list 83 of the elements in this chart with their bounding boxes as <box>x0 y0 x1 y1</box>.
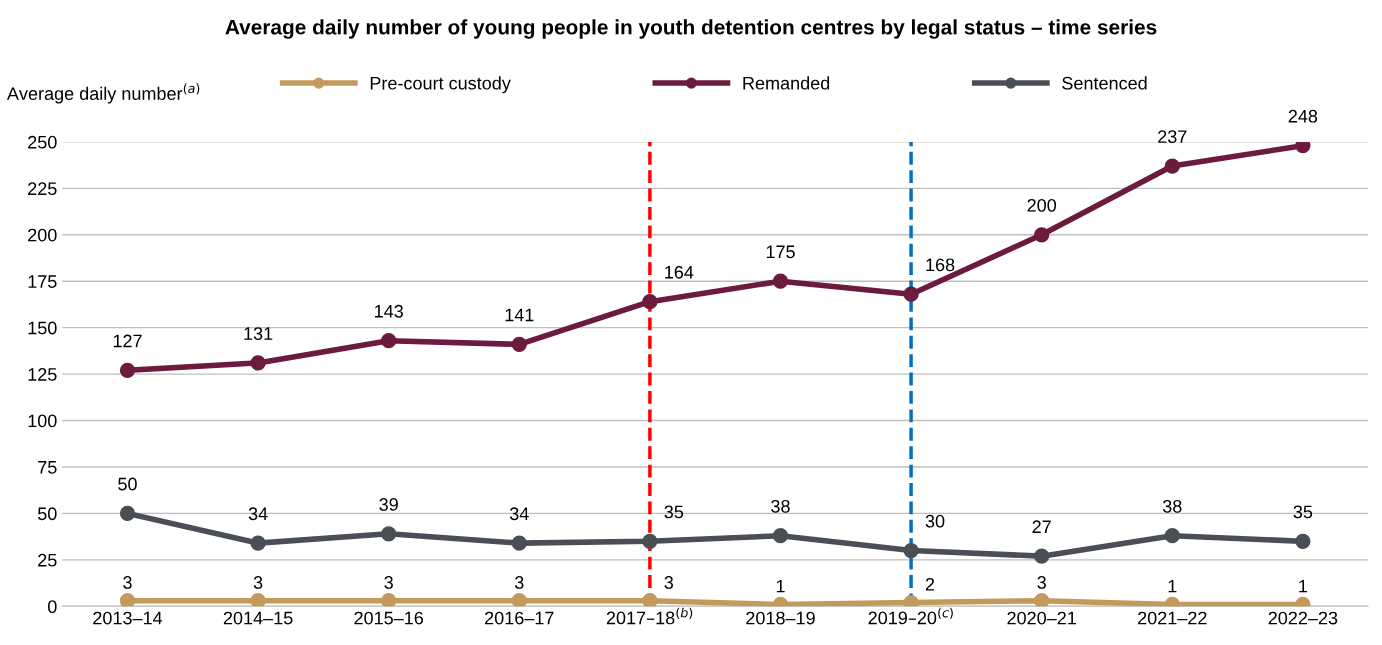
point <box>1164 158 1180 174</box>
point <box>381 593 397 607</box>
data-label: 35 <box>664 505 684 519</box>
point <box>903 542 919 559</box>
y-axis-title: Average daily number$^{(a)}$ <box>6 83 200 104</box>
x-tick-label: 2017–18$^{(b)}$ <box>606 607 693 625</box>
y-tick-label: 150 <box>28 321 57 335</box>
data-label: 34 <box>248 507 268 521</box>
y-tick-label: 225 <box>28 182 57 196</box>
data-label: 1 <box>1299 579 1308 593</box>
y-tick-label: 250 <box>28 135 57 149</box>
point <box>903 594 919 607</box>
point <box>1164 528 1180 544</box>
point <box>250 593 266 607</box>
point <box>250 535 266 551</box>
data-label: 168 <box>926 258 955 272</box>
legend-label: Remanded <box>743 76 830 90</box>
data-label: 3 <box>123 576 132 589</box>
data-label: 30 <box>925 514 945 528</box>
point <box>381 526 397 542</box>
x-tick-label: 2022–23 <box>1268 611 1338 625</box>
data-label: 3 <box>253 576 263 589</box>
data-label: 248 <box>1288 109 1318 123</box>
data-label: 38 <box>1162 499 1182 513</box>
y-tick-label: 125 <box>28 368 57 381</box>
point <box>119 593 136 607</box>
data-label: 38 <box>771 499 790 513</box>
data-label: 141 <box>505 308 534 322</box>
point <box>250 355 266 371</box>
data-label: 175 <box>766 245 795 259</box>
data-label: 39 <box>379 498 398 511</box>
data-label: 3 <box>384 576 393 589</box>
y-tick-label: 0 <box>47 600 57 614</box>
point <box>1034 593 1050 607</box>
x-tick-label: 2014–15 <box>223 611 293 625</box>
point <box>119 362 136 379</box>
data-label: 1 <box>1168 579 1177 593</box>
point <box>642 294 658 310</box>
point <box>511 336 527 353</box>
data-label: 34 <box>509 507 529 521</box>
point <box>1295 533 1311 549</box>
point <box>642 593 658 607</box>
data-label: 237 <box>1158 130 1187 144</box>
y-tick-label: 50 <box>37 507 57 521</box>
point <box>1034 548 1050 564</box>
x-tick-label: 2020–21 <box>1007 611 1076 625</box>
point <box>1034 227 1050 243</box>
data-label: 131 <box>244 327 273 340</box>
data-label: 35 <box>1293 505 1313 519</box>
data-label: 200 <box>1027 198 1057 212</box>
data-label: 3 <box>1037 576 1046 589</box>
point <box>381 333 397 349</box>
point <box>511 593 527 607</box>
data-label: 2 <box>925 577 935 591</box>
legend-label: Pre-court custody <box>370 76 511 94</box>
x-tick-label: 2015–16 <box>354 611 424 625</box>
chart-title: Average daily number of young people in youth detention centres by legal status – time series <box>225 19 1157 39</box>
y-tick-label: 175 <box>28 275 57 288</box>
data-label: 27 <box>1032 520 1051 533</box>
data-label: 1 <box>776 579 785 593</box>
data-label: 127 <box>113 334 142 348</box>
point <box>772 528 789 544</box>
x-tick-label: 2021–22 <box>1138 611 1207 625</box>
legend-label: Sentenced <box>1062 76 1147 90</box>
data-label: 164 <box>665 265 694 279</box>
point <box>119 505 136 522</box>
x-tick-label: 2013–14 <box>93 611 163 625</box>
data-label: 143 <box>375 304 403 318</box>
y-tick-label: 75 <box>38 461 57 474</box>
y-tick-label: 100 <box>28 414 57 428</box>
data-label: 3 <box>514 576 524 589</box>
point <box>903 286 919 302</box>
y-tick-label: 200 <box>28 228 57 242</box>
data-label: 3 <box>664 576 674 589</box>
point <box>642 533 658 549</box>
y-tick-label: 25 <box>38 553 57 567</box>
point <box>772 273 789 289</box>
data-label: 50 <box>118 477 137 491</box>
x-tick-label: 2018–19 <box>746 611 815 625</box>
point <box>511 535 527 551</box>
x-tick-label: 2019–20$^{(c)}$ <box>868 607 953 625</box>
x-tick-label: 2016–17 <box>485 611 554 625</box>
point <box>1295 141 1311 154</box>
